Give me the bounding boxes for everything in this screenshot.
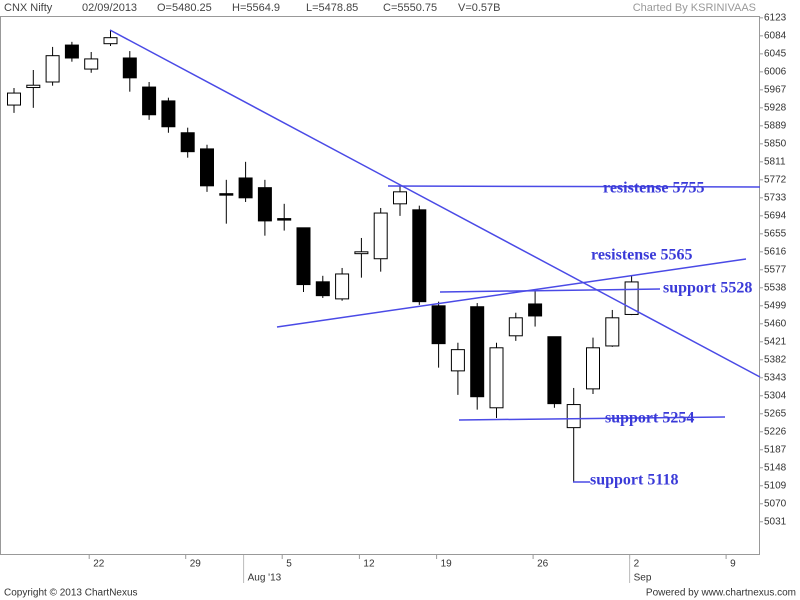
y-tick-label: 5304 [764, 390, 787, 401]
candle-body [238, 177, 253, 199]
candle-body [586, 347, 600, 390]
candle-body [84, 58, 99, 70]
y-tick-label: 5616 [764, 246, 787, 257]
annotation: resistense 5755 [603, 180, 704, 197]
volume-stat: V=0.57B [458, 2, 501, 14]
y-tick-label: 5499 [764, 300, 787, 311]
x-tick-label: 26 [537, 559, 549, 570]
x-tick-label: 12 [363, 559, 375, 570]
x-tick-label: 5 [286, 559, 292, 570]
y-tick-label: 5109 [764, 480, 787, 491]
y-tick-label: 5031 [764, 516, 787, 527]
candle-body [64, 44, 79, 59]
candle-body [296, 227, 311, 286]
candle-body [450, 349, 465, 372]
candle-body [431, 305, 446, 345]
y-tick-label: 5460 [764, 318, 787, 329]
y-tick-label: 5226 [764, 426, 787, 437]
y-tick-label: 5889 [764, 120, 787, 131]
candle-body [257, 187, 272, 222]
candle-body [508, 317, 523, 337]
copyright: Copyright © 2013 ChartNexus [4, 588, 138, 599]
candle-body [315, 281, 330, 297]
candle-body [219, 193, 234, 196]
y-tick-label: 5265 [764, 408, 787, 419]
plot-frame [0, 16, 760, 555]
y-tick-label: 6045 [764, 48, 787, 59]
trendline [458, 416, 726, 421]
annotation: support 5254 [605, 410, 694, 427]
candle-body [180, 132, 195, 153]
close-stat: C=5550.75 [383, 2, 437, 14]
high-stat: H=5564.9 [232, 2, 280, 14]
y-tick-label: 5772 [764, 174, 787, 185]
trendline [439, 288, 661, 293]
credit: Charted By KSRINIVAAS [633, 2, 756, 14]
y-tick-label: 5928 [764, 102, 787, 113]
y-tick-label: 5538 [764, 282, 787, 293]
candle-body [277, 218, 292, 221]
candle-body [7, 92, 21, 106]
candle-body [470, 306, 485, 398]
trendline [276, 258, 747, 328]
annotation: support 5528 [663, 280, 752, 297]
month-label: Sep [634, 573, 652, 584]
open-stat: O=5480.25 [157, 2, 212, 14]
candle-body [354, 251, 369, 255]
y-tick-label: 5850 [764, 138, 787, 149]
y-tick-label: 5655 [764, 228, 787, 239]
candle-body [161, 100, 176, 128]
low-stat: L=5478.85 [306, 2, 358, 14]
candle-body [489, 347, 504, 409]
candle-body [412, 209, 427, 303]
symbol: CNX Nifty [4, 2, 53, 14]
candle-body [373, 212, 388, 260]
trendline [387, 185, 761, 188]
trendline [109, 29, 761, 378]
powered-by: Powered by www.chartnexus.com [646, 588, 796, 599]
y-tick-label: 6123 [764, 12, 787, 23]
y-tick-label: 5070 [764, 498, 787, 509]
candle-body [393, 191, 407, 205]
y-tick-label: 5343 [764, 372, 787, 383]
candle-body [103, 37, 118, 45]
x-tick-label: 19 [441, 559, 453, 570]
candle-body [566, 404, 581, 429]
candle-body [45, 55, 60, 83]
candle-body [26, 84, 41, 89]
x-tick-label: 2 [634, 559, 640, 570]
x-tick-label: 9 [730, 559, 736, 570]
x-tick-label: 22 [93, 559, 105, 570]
y-tick-label: 5733 [764, 192, 787, 203]
y-tick-label: 5187 [764, 444, 787, 455]
y-tick-label: 5694 [764, 210, 787, 221]
y-tick-label: 5421 [764, 336, 787, 347]
candle-body [200, 148, 214, 187]
y-tick-label: 6084 [764, 30, 787, 41]
annotation: support 5118 [590, 472, 678, 489]
month-label: Aug '13 [248, 573, 282, 584]
candle-body [122, 57, 137, 79]
date: 02/09/2013 [82, 2, 137, 14]
candle-body [335, 273, 350, 300]
candle-body [605, 317, 620, 347]
y-tick-label: 5811 [764, 156, 786, 167]
y-tick-label: 5148 [764, 462, 787, 473]
candle-body [142, 86, 157, 116]
y-tick-label: 5967 [764, 84, 787, 95]
candle-body [624, 281, 639, 315]
y-tick-label: 5577 [764, 264, 787, 275]
x-tick-label: 29 [190, 559, 202, 570]
candle-body [528, 303, 543, 317]
y-tick-label: 6006 [764, 66, 787, 77]
y-tick-label: 5382 [764, 354, 787, 365]
annotation: resistense 5565 [591, 247, 692, 264]
candle-body [547, 336, 562, 405]
